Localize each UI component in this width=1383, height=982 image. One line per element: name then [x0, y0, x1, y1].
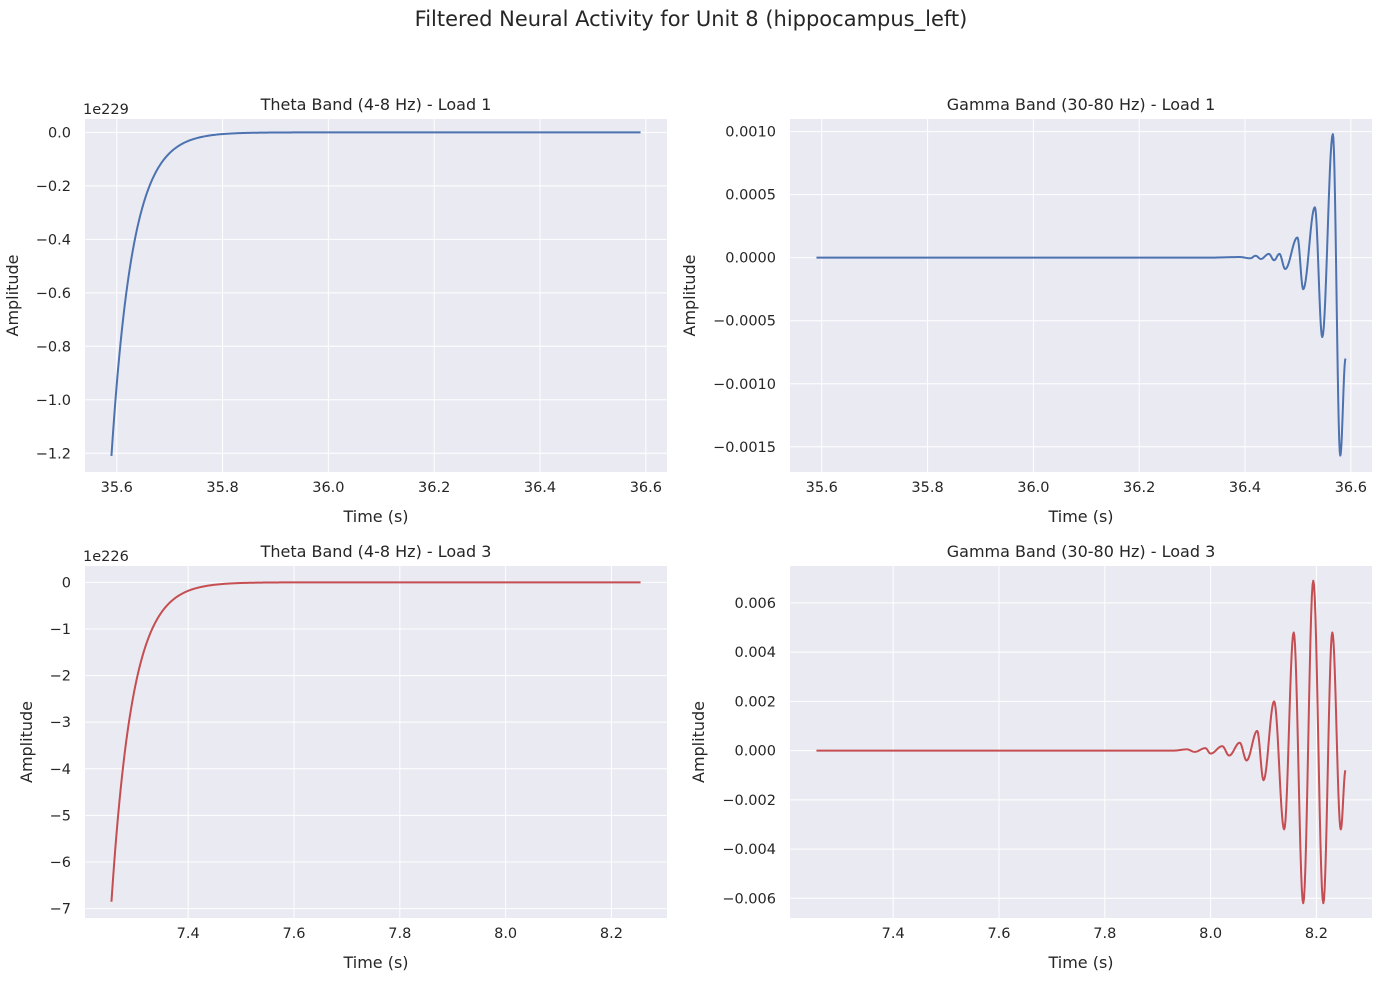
x-tick-label: 35.8: [911, 480, 943, 496]
y-tick-label: 0.000: [734, 744, 776, 760]
panel-title: Theta Band (4-8 Hz) - Load 1: [260, 95, 492, 114]
x-tick-label: 8.2: [600, 926, 623, 942]
y-tick-label: 0.0005: [725, 188, 776, 204]
y-axis-label: Amplitude: [3, 255, 22, 337]
y-tick-label: −0.0015: [713, 440, 776, 456]
panel-theta-load3: 7.4 7.6 7.8 8.0 8.2 0 −1 −2 −3 −4 −5 −6 −7 Theta Ban…: [17, 542, 667, 972]
y-tick-label: −3: [50, 715, 71, 731]
x-tick-label: 36.4: [1229, 480, 1261, 496]
y-tick-label: 0: [62, 575, 71, 591]
y-tick-label: −1: [50, 622, 71, 638]
x-tick-label: 35.6: [101, 480, 133, 496]
y-axis-label: Amplitude: [689, 701, 708, 783]
x-axis-label: Time (s): [1047, 507, 1113, 526]
tick-labels: 7.4 7.6 7.8 8.0 8.2 0 −1 −2 −3 −4 −5 −6 −7: [50, 575, 623, 942]
x-axis-label: Time (s): [342, 507, 408, 526]
y-axis-label: Amplitude: [17, 701, 36, 783]
series-line: [110, 131, 641, 457]
x-tick-label: 7.4: [177, 926, 200, 942]
y-tick-label: 0.0: [48, 125, 71, 141]
plot-area: [85, 566, 667, 918]
y-tick-label: −1.2: [36, 446, 71, 462]
x-axis-label: Time (s): [1047, 953, 1113, 972]
panel-gamma-load1: 35.6 35.8 36.0 36.2 36.4 36.6 0.0010 0.0005 0.00…: [680, 95, 1372, 526]
y-tick-label: 0.006: [734, 596, 776, 612]
axis-offset-text: 1e229: [83, 102, 129, 118]
y-tick-label: −0.2: [36, 179, 71, 195]
series-lines: [110, 131, 641, 457]
x-axis-label: Time (s): [342, 953, 408, 972]
x-tick-label: 36.0: [1017, 480, 1049, 496]
series-line: [816, 133, 1347, 457]
y-tick-label: −0.8: [36, 339, 71, 355]
plot-area: [790, 566, 1372, 918]
panel-title: Theta Band (4-8 Hz) - Load 3: [260, 542, 492, 561]
panel-title: Gamma Band (30-80 Hz) - Load 3: [947, 542, 1216, 561]
y-tick-label: −7: [50, 902, 71, 918]
x-tick-label: 36.4: [524, 480, 556, 496]
series-lines: [816, 133, 1347, 457]
tick-labels: 7.4 7.6 7.8 8.0 8.2 0.006 0.004 0.002 0.000 −0.00…: [722, 596, 1328, 942]
x-tick-label: 35.8: [206, 480, 238, 496]
panel-gamma-load3: 7.4 7.6 7.8 8.0 8.2 0.006 0.004 0.002 0.000 −0.00…: [689, 542, 1372, 972]
plot-area: [85, 119, 667, 472]
y-tick-label: −0.0010: [713, 377, 776, 393]
x-tick-label: 8.2: [1305, 926, 1328, 942]
panel-title: Gamma Band (30-80 Hz) - Load 1: [947, 95, 1216, 114]
x-tick-label: 7.6: [282, 926, 305, 942]
grid-lines: [85, 566, 667, 918]
y-tick-label: −0.4: [36, 232, 71, 248]
y-tick-label: −0.6: [36, 286, 71, 302]
axis-offset-text: 1e226: [83, 549, 129, 565]
y-tick-label: 0.004: [734, 645, 776, 661]
y-axis-label: Amplitude: [680, 255, 699, 337]
x-tick-label: 7.6: [987, 926, 1010, 942]
y-tick-label: −0.006: [722, 891, 776, 907]
plot-area: [790, 119, 1372, 472]
x-tick-label: 36.2: [418, 480, 450, 496]
tick-labels: 35.6 35.8 36.0 36.2 36.4 36.6 0.0 −0.2 −0.4 −0.6 −…: [36, 125, 662, 496]
y-tick-label: −6: [50, 855, 71, 871]
x-tick-label: 36.0: [312, 480, 344, 496]
y-tick-label: −2: [50, 669, 71, 685]
series-line: [110, 581, 641, 902]
x-tick-label: 7.8: [1093, 926, 1116, 942]
grid-lines: [790, 119, 1372, 472]
y-tick-label: 0.002: [734, 694, 776, 710]
y-tick-label: −0.002: [722, 793, 776, 809]
x-tick-label: 7.8: [388, 926, 411, 942]
x-tick-label: 8.0: [1199, 926, 1222, 942]
y-tick-label: 0.0010: [725, 125, 776, 141]
x-tick-label: 7.4: [882, 926, 905, 942]
x-tick-label: 36.6: [1335, 480, 1367, 496]
series-lines: [110, 581, 641, 902]
x-tick-label: 8.0: [494, 926, 517, 942]
series-lines: [816, 579, 1347, 905]
y-tick-label: 0.0000: [725, 251, 776, 267]
y-tick-label: −0.004: [722, 842, 776, 858]
x-tick-label: 35.6: [806, 480, 838, 496]
y-tick-label: −5: [50, 808, 71, 824]
y-tick-label: −4: [50, 762, 71, 778]
panel-theta-load1: 35.6 35.8 36.0 36.2 36.4 36.6 0.0 −0.2 −0.4 −0.6 −…: [3, 95, 667, 526]
y-tick-label: −1.0: [36, 393, 71, 409]
tick-labels: 35.6 35.8 36.0 36.2 36.4 36.6 0.0010 0.0005 0.00…: [713, 125, 1367, 496]
x-tick-label: 36.2: [1123, 480, 1155, 496]
series-line: [816, 579, 1347, 905]
figure-title: Filtered Neural Activity for Unit 8 (hip…: [415, 7, 968, 32]
x-tick-label: 36.6: [630, 480, 662, 496]
y-tick-label: −0.0005: [713, 314, 776, 330]
